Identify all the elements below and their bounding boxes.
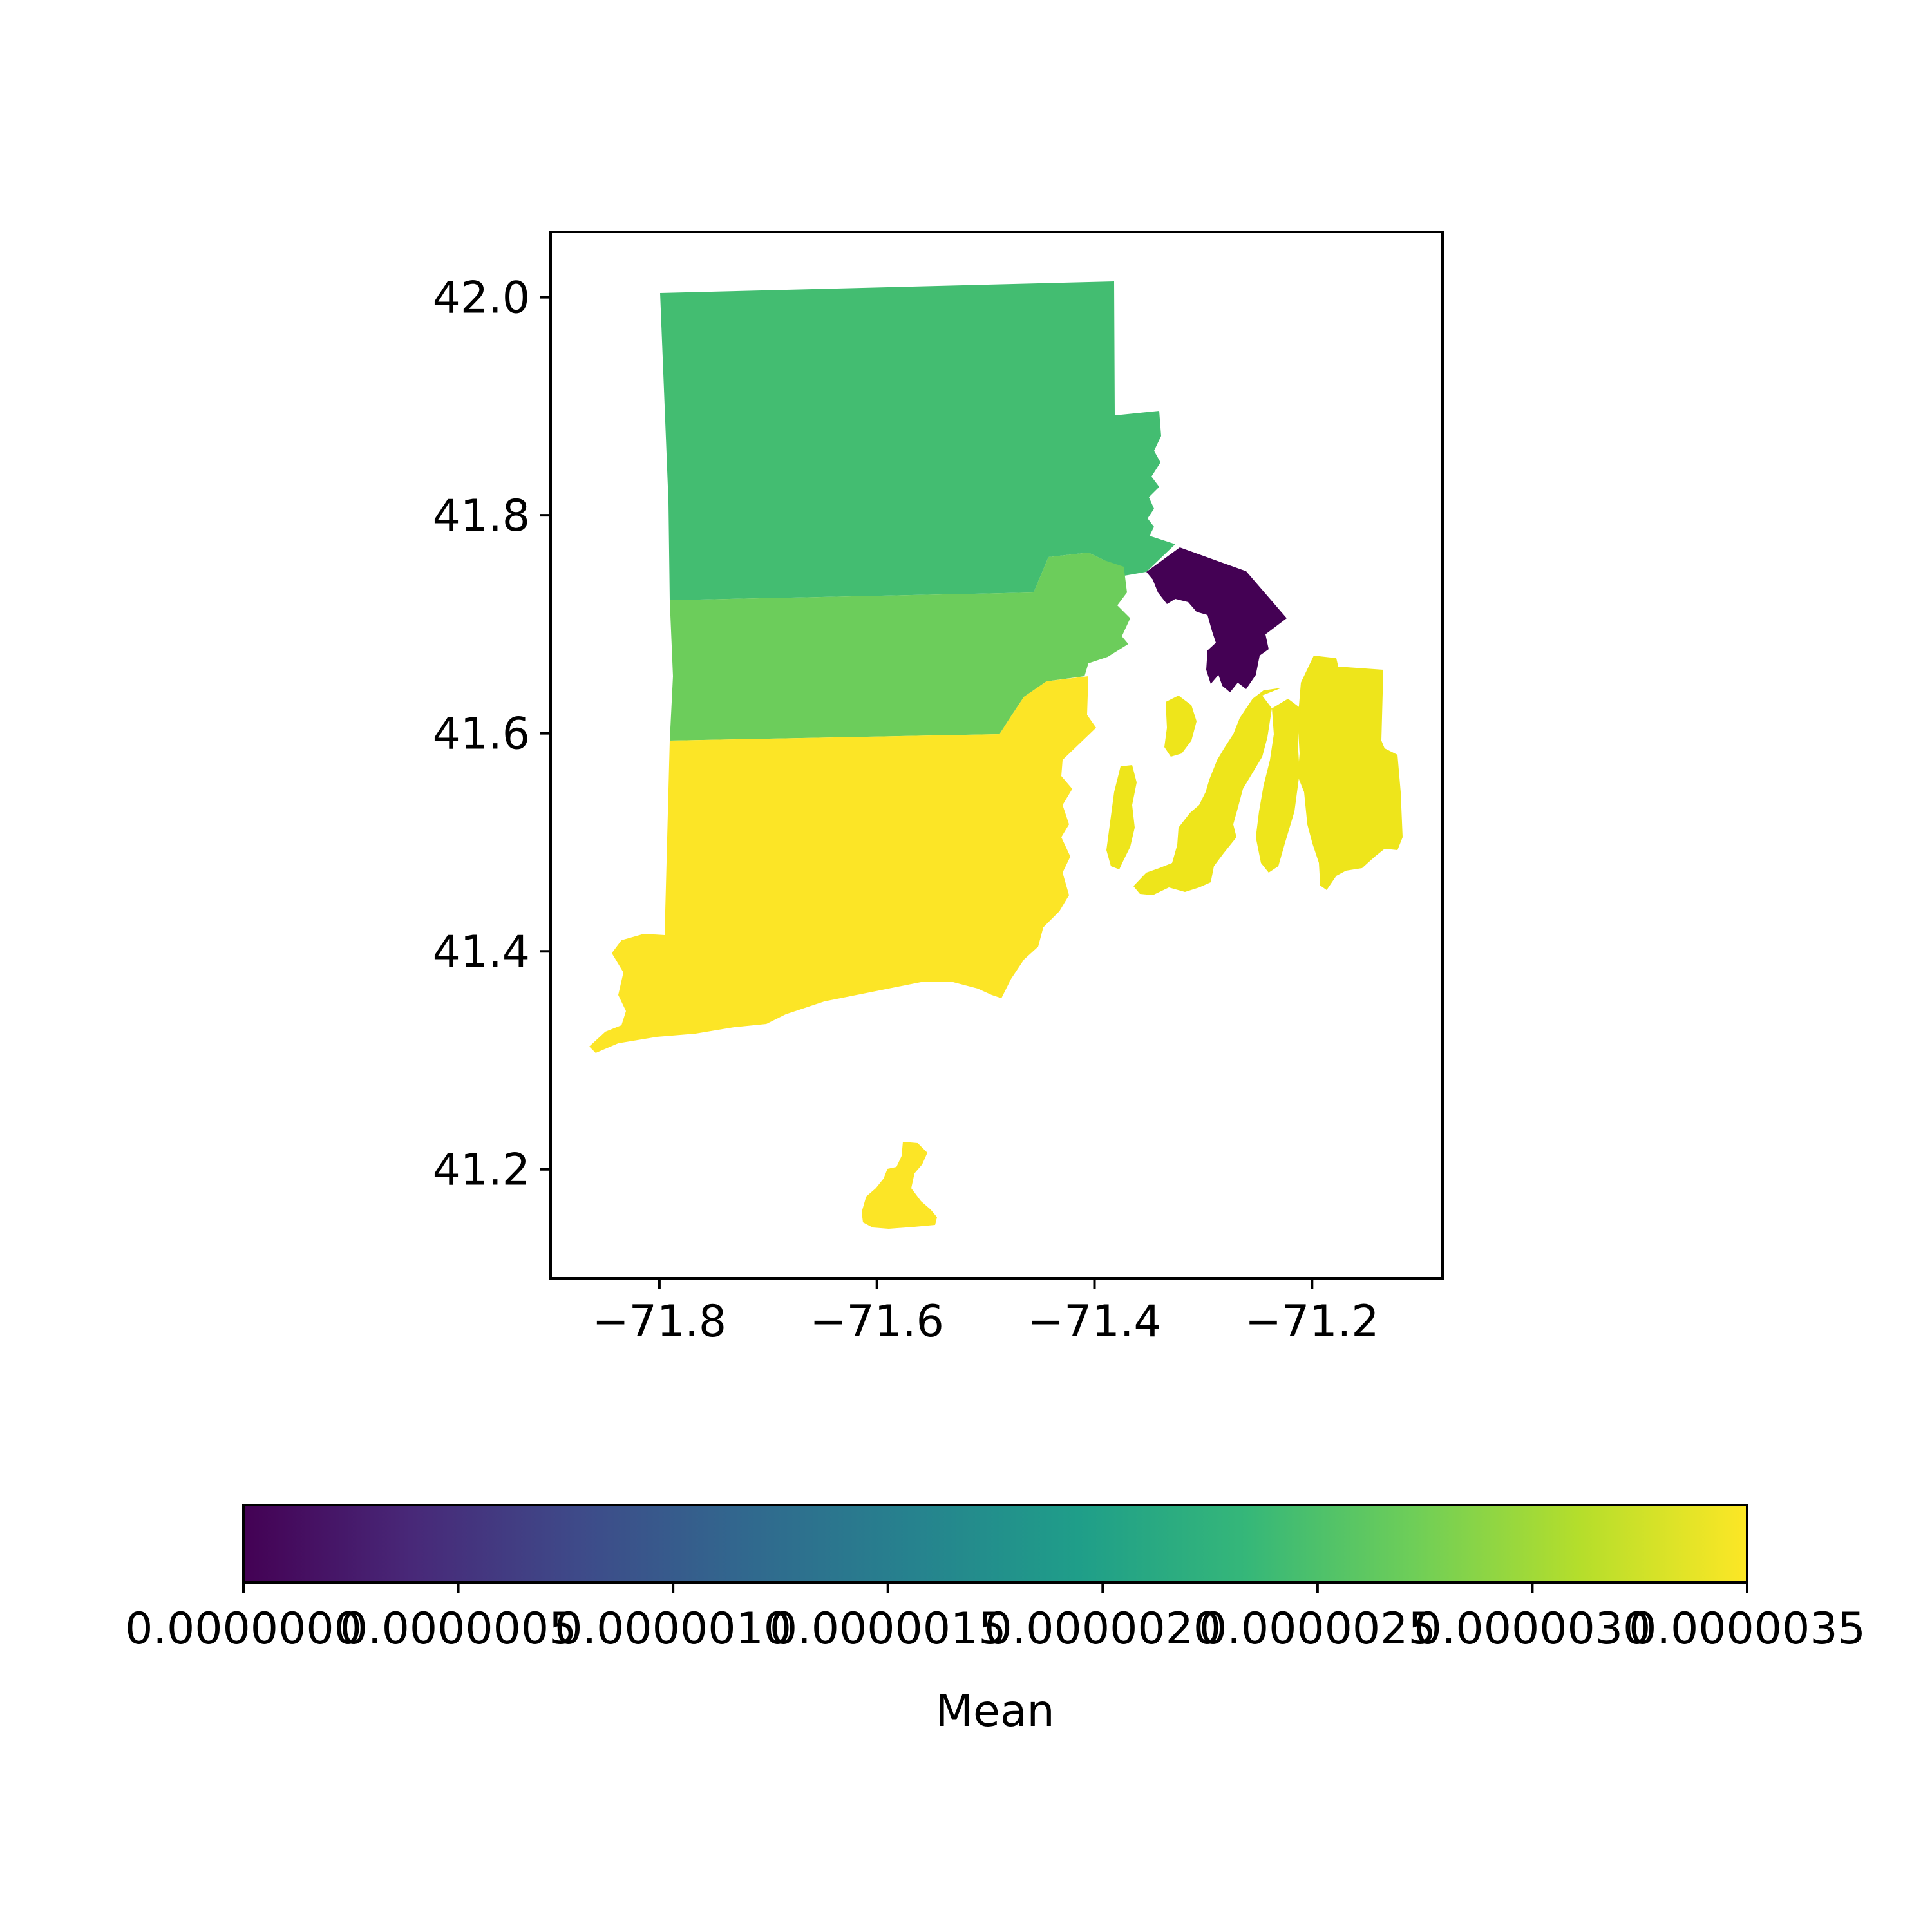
colorbar-tick-label: 0.0000005 xyxy=(340,1604,577,1654)
region-newport-prudence-island xyxy=(1164,696,1197,757)
colorbar-tick-label: 0.0000035 xyxy=(1629,1604,1866,1654)
y-tick-label: 41.6 xyxy=(433,709,530,760)
axes-frame xyxy=(549,231,1444,1280)
colorbar-gradient xyxy=(242,1504,1748,1584)
region-newport-portsmouth xyxy=(1256,699,1301,873)
x-axis-ticks: −71.8 −71.6 −71.4 −71.2 xyxy=(592,1278,1379,1347)
map-axes: −71.8 −71.6 −71.4 −71.2 42.0 41.8 41.6 41.4 41.… xyxy=(433,231,1444,1347)
y-tick-label: 41.8 xyxy=(433,491,530,542)
region-providence-county xyxy=(660,281,1175,600)
colorbar: 0.00000000.00000050.00000100.00000150.00… xyxy=(125,1504,1866,1737)
colorbar-ticks: 0.00000000.00000050.00000100.00000150.00… xyxy=(125,1582,1866,1654)
region-washington-county xyxy=(589,676,1096,1053)
colorbar-tick-label: 0.0000020 xyxy=(984,1604,1221,1654)
x-tick-label: −71.2 xyxy=(1245,1296,1379,1347)
region-newport-conanicut-island xyxy=(1106,765,1137,869)
y-tick-label: 41.2 xyxy=(433,1145,530,1196)
x-tick-label: −71.8 xyxy=(592,1296,726,1347)
colorbar-tick-label: 0.0000030 xyxy=(1414,1604,1651,1654)
y-tick-label: 41.4 xyxy=(433,927,530,978)
region-newport-aquidneck-island xyxy=(1133,688,1282,895)
y-axis-ticks: 42.0 41.8 41.6 41.4 41.2 xyxy=(433,273,551,1196)
colorbar-tick-label: 0.0000015 xyxy=(770,1604,1007,1654)
region-bristol-county xyxy=(1146,547,1287,692)
x-tick-label: −71.6 xyxy=(810,1296,944,1347)
region-kent-county xyxy=(670,553,1130,741)
colorbar-tick-label: 0.0000000 xyxy=(125,1604,362,1654)
region-block-island xyxy=(862,1142,937,1229)
colorbar-tick-label: 0.0000025 xyxy=(1199,1604,1436,1654)
colorbar-label: Mean xyxy=(935,1686,1054,1737)
region-newport-tiverton xyxy=(1298,656,1403,890)
x-tick-label: −71.4 xyxy=(1027,1296,1161,1347)
map-regions xyxy=(589,281,1403,1229)
y-tick-label: 42.0 xyxy=(433,273,530,324)
colorbar-tick-label: 0.0000010 xyxy=(554,1604,791,1654)
